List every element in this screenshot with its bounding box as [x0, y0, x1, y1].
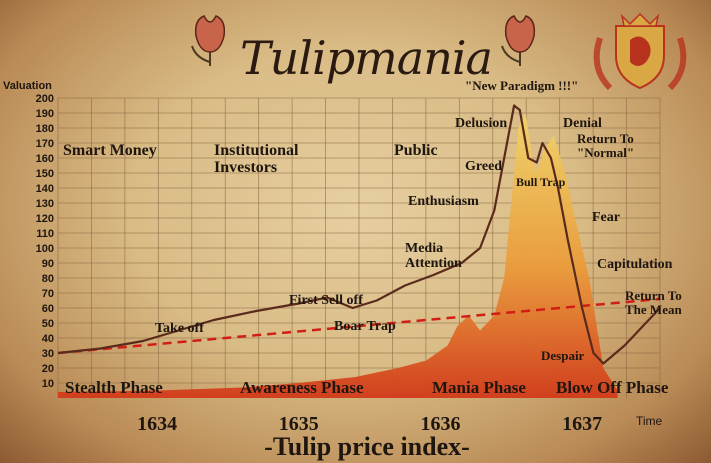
- chart-title: Tulipmania: [240, 31, 492, 85]
- annotation-line: The Mean: [625, 302, 682, 317]
- y-tick-label: 20: [42, 363, 54, 375]
- y-tick-label: 160: [36, 153, 54, 165]
- annotation-label: "New Paradigm !!!": [465, 78, 578, 93]
- y-tick-label: 70: [42, 288, 54, 300]
- annotation-label: Despair: [541, 348, 585, 363]
- annotation-label: Mania Phase: [432, 378, 526, 397]
- y-tick-label: 90: [42, 258, 54, 270]
- annotation-label: Enthusiasm: [408, 194, 479, 209]
- x-tick-label: 1637: [562, 413, 602, 435]
- price-line: [57, 104, 661, 365]
- y-tick-label: 190: [36, 108, 54, 120]
- y-tick-label: 140: [36, 183, 54, 195]
- crest-crown: [620, 12, 660, 27]
- annotation-label: Return To "Normal": [577, 131, 634, 160]
- annotation-label: Return To The Mean: [625, 288, 682, 317]
- annotation-line: "Normal": [577, 145, 634, 160]
- annotation-label: Institutional Investors: [214, 142, 299, 176]
- annotation-line: Return To: [577, 131, 634, 146]
- crest-mantling: [593, 37, 687, 91]
- annotation-label: Delusion: [455, 116, 507, 131]
- y-axis-label: Valuation: [3, 80, 52, 92]
- annotation-label: Capitulation: [597, 257, 673, 272]
- y-tick-label: 60: [42, 303, 54, 315]
- y-tick-label: 110: [36, 228, 54, 240]
- y-tick-label: 10: [42, 378, 54, 390]
- annotation-label: Smart Money: [63, 142, 157, 159]
- x-axis-label: Time: [636, 414, 663, 428]
- annotation-label: Public: [394, 142, 438, 159]
- y-tick-label: 40: [42, 333, 54, 345]
- y-tick-label: 130: [36, 198, 54, 210]
- y-tick-label: 80: [42, 273, 54, 285]
- tulip-petals: [194, 15, 226, 53]
- mania-area: [58, 113, 618, 398]
- y-tick-label: 150: [36, 168, 54, 180]
- y-tick-label: 200: [36, 93, 54, 105]
- y-tick-label: 30: [42, 348, 54, 360]
- chart-caption: -Tulip price index-: [264, 432, 470, 461]
- annotation-label: First Sell off: [289, 293, 363, 308]
- annotation-line: Return To: [625, 288, 682, 303]
- annotation-label: Bull Trap: [516, 175, 566, 189]
- heraldic-crest-icon: [593, 12, 687, 91]
- crest-lion: [630, 36, 651, 66]
- tulip-petals: [504, 15, 536, 53]
- x-tick-label: 1634: [137, 413, 177, 435]
- y-tick-label: 50: [42, 318, 54, 330]
- y-tick-label: 100: [36, 243, 54, 255]
- tulip-leaf: [501, 45, 521, 63]
- annotation-label: Greed: [465, 159, 502, 174]
- x-tick-label: 1635: [279, 413, 319, 435]
- tulip-leaf: [191, 45, 211, 63]
- x-tick-label: 1636: [420, 413, 460, 435]
- y-tick-label: 180: [36, 123, 54, 135]
- tulip-flower-icon: [501, 15, 536, 66]
- y-tick-label: 170: [36, 138, 54, 150]
- annotation-line: Institutional: [214, 142, 299, 159]
- annotation-label: Boar Trap: [334, 319, 396, 334]
- annotation-label: Take off: [155, 321, 204, 336]
- annotation-line: Investors: [214, 159, 277, 176]
- annotation-label: Awareness Phase: [240, 378, 364, 397]
- annotation-line: Attention: [405, 256, 462, 271]
- annotation-label: Fear: [592, 210, 620, 225]
- tulip-flower-icon: [191, 15, 226, 66]
- annotation-label: Blow Off Phase: [556, 378, 669, 397]
- y-tick-label: 120: [36, 213, 54, 225]
- mean-trend-line: [57, 297, 661, 355]
- annotation-label: Stealth Phase: [65, 378, 163, 397]
- annotation-line: Media: [405, 241, 443, 256]
- annotation-label: Media Attention: [405, 241, 462, 271]
- annotation-label: Denial: [563, 116, 602, 131]
